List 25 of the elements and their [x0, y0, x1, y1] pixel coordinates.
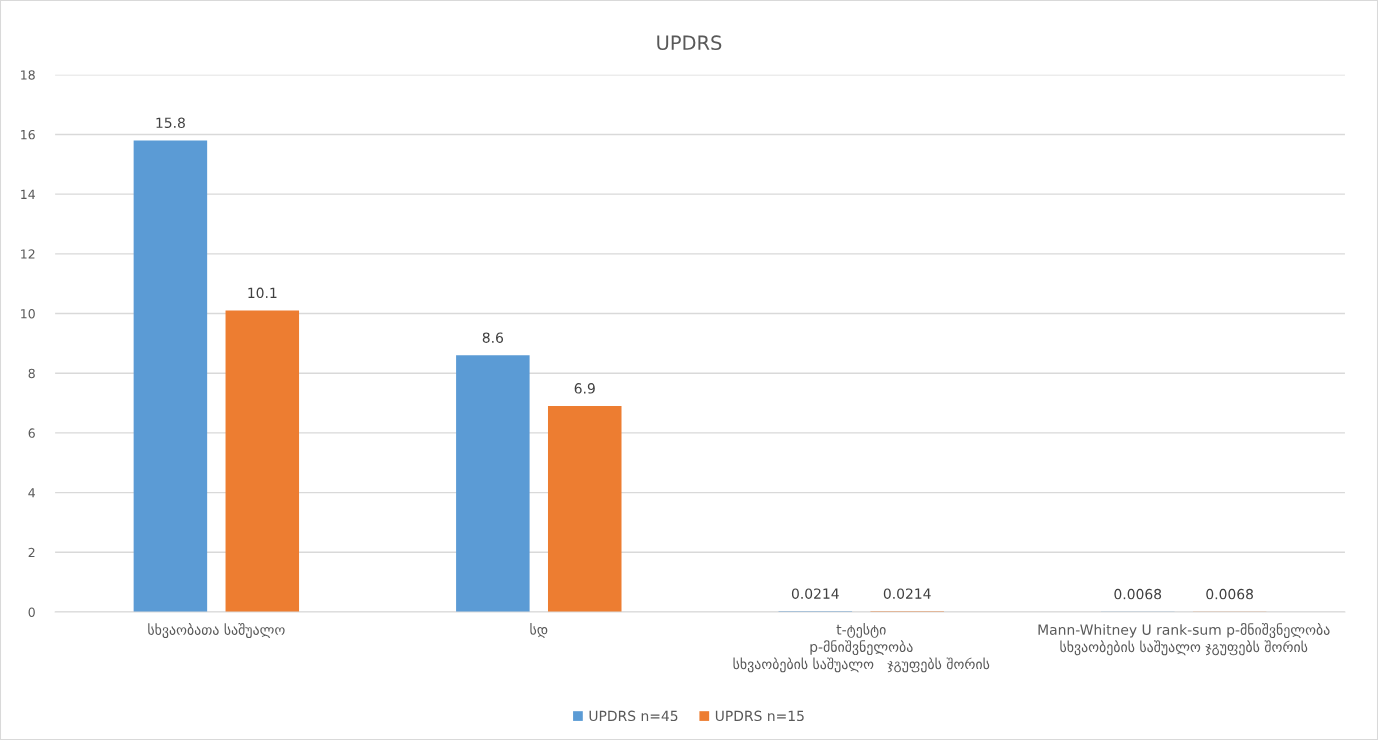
data-label: 8.6 — [482, 332, 504, 343]
data-label: 15.8 — [156, 117, 185, 128]
y-tick-label: 8 — [28, 368, 35, 379]
data-label: 10.1 — [248, 287, 277, 299]
data-label: 6.9 — [574, 383, 595, 394]
y-tick-label: 14 — [21, 189, 35, 199]
y-tick-label: 0 — [28, 607, 35, 617]
legend-label: UPDRS n=45 — [589, 710, 678, 722]
y-tick-label: 4 — [28, 488, 35, 498]
y-tick-label: 12 — [21, 249, 35, 259]
x-tick-label: სდ — [530, 623, 548, 638]
x-tick-label: სხვაობათა საშუალო — [148, 623, 285, 638]
y-tick-label: 16 — [21, 129, 35, 140]
x-tick-label: Mann-Whitney U rank-sum p-მნიშვნელობა სხვაობების საშუალო ჯგუფებს შორის — [1038, 623, 1330, 656]
data-label: 0.0068 — [1114, 588, 1162, 600]
chart-title: UPDRS — [657, 35, 722, 51]
y-tick-label: 18 — [21, 70, 35, 80]
y-tick-label: 2 — [28, 547, 35, 558]
legend-label: UPDRS n=15 — [715, 710, 804, 722]
data-label: 0.0214 — [791, 588, 839, 599]
data-label: 0.0214 — [883, 588, 931, 599]
y-tick-label: 6 — [28, 428, 35, 438]
data-label: 0.0068 — [1206, 588, 1253, 600]
y-tick-label: 10 — [21, 308, 35, 319]
x-tick-label: t-ტესტი p-მნიშვნელობა სხვაობების საშუალო ჯგუფებს შორის — [733, 623, 990, 673]
